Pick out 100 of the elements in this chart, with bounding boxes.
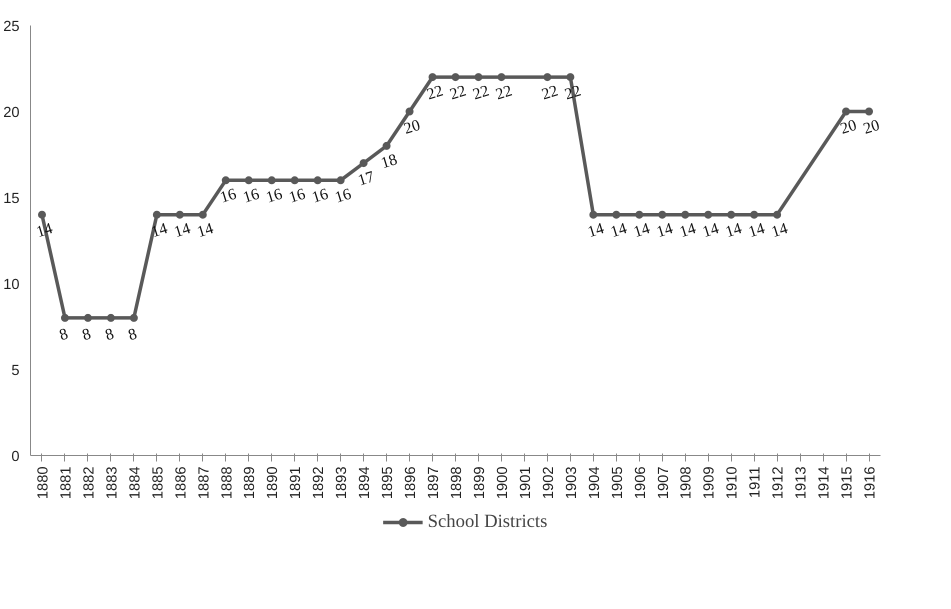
- data-label: 16: [241, 186, 262, 207]
- data-label: 22: [424, 82, 446, 104]
- point: [681, 210, 690, 219]
- x-tick-label: 1888: [219, 466, 236, 500]
- x-tick-label: 1898: [449, 466, 465, 500]
- point: [130, 314, 138, 322]
- data-label: 22: [494, 82, 514, 104]
- y-tick-label: 15: [3, 191, 20, 207]
- data-label: 14: [700, 220, 721, 242]
- data-label: 14: [586, 220, 606, 242]
- x-tick-label: 1896: [403, 466, 420, 500]
- y-tick-label: 25: [3, 19, 20, 35]
- x-tick-label: 1902: [540, 466, 557, 500]
- x-tick-label: 1907: [656, 466, 672, 500]
- data-label: 14: [632, 220, 652, 242]
- point: [658, 210, 666, 219]
- point: [268, 176, 276, 184]
- point: [428, 73, 437, 82]
- point: [635, 210, 644, 219]
- data-label: 20: [861, 116, 882, 138]
- y-tick-label: 5: [11, 363, 20, 379]
- point: [198, 210, 207, 219]
- x-tick-label: 1894: [357, 466, 374, 500]
- data-label: 16: [218, 186, 238, 207]
- x-tick-label: 1915: [840, 466, 856, 500]
- data-label: 8: [80, 326, 94, 344]
- point: [314, 176, 322, 184]
- data-label: 16: [333, 186, 354, 207]
- data-label: 14: [654, 220, 675, 242]
- data-label: 8: [57, 326, 70, 344]
- data-label: 16: [287, 186, 308, 207]
- x-tick-label: 1887: [196, 466, 212, 500]
- x-tick-label: 1885: [150, 466, 166, 500]
- point: [244, 176, 253, 184]
- x-tick-label: 1891: [288, 466, 304, 500]
- point: [612, 210, 620, 219]
- data-label: 8: [126, 326, 139, 344]
- data-label: 8: [103, 326, 116, 344]
- point: [566, 73, 574, 82]
- x-tick-label: 1906: [632, 466, 649, 500]
- point: [106, 314, 115, 322]
- x-tick-label: 1881: [58, 466, 74, 500]
- data-label: 14: [195, 220, 216, 242]
- x-tick-label: 1899: [472, 466, 488, 500]
- x-tick-label: 1883: [104, 466, 120, 500]
- x-tick-label: 1913: [794, 466, 810, 500]
- point: [360, 159, 368, 168]
- data-label: 18: [378, 151, 400, 172]
- point: [497, 73, 506, 82]
- data-label: 22: [448, 82, 468, 104]
- point: [474, 73, 482, 82]
- data-label: 14: [608, 220, 630, 242]
- data-label: 22: [562, 82, 584, 104]
- point: [60, 314, 69, 322]
- data-label: 14: [172, 220, 193, 242]
- legend-label: School Districts: [428, 511, 548, 533]
- data-label: 16: [310, 186, 330, 207]
- y-tick-label: 0: [11, 449, 20, 465]
- data-label: 22: [470, 82, 492, 104]
- point: [406, 108, 414, 116]
- data-label: 14: [770, 220, 790, 242]
- x-tick-label: 1916: [862, 466, 879, 500]
- x-tick-label: 1908: [678, 466, 695, 500]
- point: [842, 108, 850, 116]
- x-tick-label: 1912: [770, 466, 787, 500]
- x-tick-label: 1905: [610, 466, 626, 500]
- x-tick-label: 1897: [426, 466, 442, 500]
- x-tick-label: 1882: [81, 466, 98, 500]
- x-tick-label: 1914: [816, 466, 833, 500]
- point: [704, 210, 712, 219]
- x-tick-label: 1892: [311, 466, 328, 500]
- y-tick-label: 10: [3, 277, 20, 293]
- x-tick-label: 1886: [173, 466, 190, 500]
- data-label: 14: [34, 220, 55, 242]
- x-tick-label: 1889: [242, 466, 258, 500]
- x-tick-label: 1903: [564, 466, 580, 500]
- x-tick-label: 1901: [518, 466, 534, 500]
- data-label: 14: [746, 220, 767, 242]
- data-label: 20: [402, 116, 422, 138]
- data-label: 14: [149, 220, 170, 242]
- point: [152, 210, 161, 219]
- point: [176, 210, 184, 219]
- point: [589, 210, 598, 219]
- point: [38, 210, 46, 219]
- data-label: 14: [724, 220, 744, 242]
- x-tick-label: 1890: [265, 466, 282, 500]
- data-label: 20: [838, 116, 859, 138]
- data-label: 14: [678, 220, 698, 242]
- data-label: 16: [264, 186, 284, 207]
- point: [865, 108, 874, 116]
- point: [750, 210, 758, 219]
- point: [336, 176, 345, 184]
- point: [773, 210, 782, 219]
- x-tick-label: 1900: [494, 466, 511, 500]
- point: [84, 314, 92, 322]
- x-tick-label: 1880: [35, 466, 52, 500]
- x-tick-label: 1910: [724, 466, 741, 500]
- x-tick-label: 1884: [127, 466, 144, 500]
- x-tick-label: 1909: [702, 466, 718, 500]
- data-label: 17: [356, 168, 376, 190]
